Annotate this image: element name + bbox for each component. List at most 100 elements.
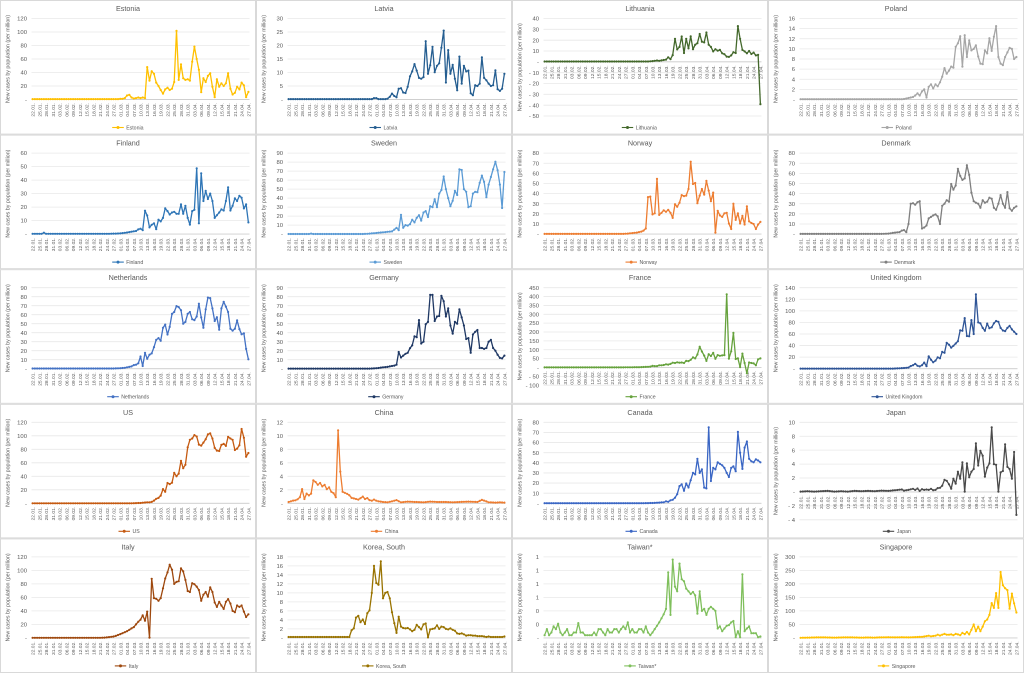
svg-text:90: 90 [276, 286, 283, 292]
svg-text:Estonia: Estonia [126, 125, 143, 131]
svg-text:06.04.: 06.04. [455, 641, 461, 655]
svg-text:10: 10 [276, 591, 283, 597]
svg-text:25.03.: 25.03. [428, 103, 434, 117]
svg-text:12.02.: 12.02. [846, 103, 852, 117]
svg-text:25.03.: 25.03. [940, 372, 946, 386]
svg-text:18.02.: 18.02. [859, 238, 865, 252]
svg-text:120: 120 [17, 420, 28, 426]
svg-text:18.02.: 18.02. [347, 641, 353, 655]
svg-text:21.02.: 21.02. [354, 238, 360, 252]
svg-text:40: 40 [276, 196, 283, 202]
svg-text:27.04.: 27.04. [502, 238, 508, 252]
svg-text:25.01.: 25.01. [805, 103, 811, 117]
svg-text:03.02.: 03.02. [570, 371, 576, 385]
svg-text:60: 60 [20, 313, 27, 319]
svg-text:24.04.: 24.04. [752, 371, 758, 385]
svg-text:15.04.: 15.04. [987, 495, 993, 509]
svg-text:Finland: Finland [116, 139, 140, 148]
svg-text:Japan: Japan [886, 408, 906, 417]
svg-text:0: 0 [536, 609, 540, 615]
svg-text:24.02.: 24.02. [873, 103, 879, 117]
svg-text:12.04.: 12.04. [725, 65, 731, 79]
svg-text:09.02.: 09.02. [839, 372, 845, 386]
svg-text:09.02.: 09.02. [71, 507, 77, 521]
svg-text:09.04.: 09.04. [462, 103, 468, 117]
svg-text:400: 400 [529, 295, 540, 301]
svg-text:New cases by population (per m: New cases by population (per million) [518, 292, 524, 380]
svg-text:15.04.: 15.04. [987, 372, 993, 386]
svg-text:21.02.: 21.02. [98, 372, 104, 386]
svg-text:25.03.: 25.03. [428, 507, 434, 521]
svg-text:13.03.: 13.03. [401, 372, 407, 386]
svg-text:18.04.: 18.04. [738, 65, 744, 79]
svg-text:09.04.: 09.04. [718, 371, 724, 385]
svg-text:09.02.: 09.02. [583, 238, 589, 252]
svg-text:07.03.: 07.03. [388, 103, 394, 117]
svg-text:21.04.: 21.04. [233, 238, 239, 252]
svg-text:60: 60 [532, 171, 539, 177]
svg-text:12.04.: 12.04. [981, 103, 987, 117]
svg-text:03.04.: 03.04. [704, 641, 710, 655]
svg-text:20: 20 [20, 205, 27, 211]
svg-text:15.02.: 15.02. [85, 641, 91, 655]
svg-text:6: 6 [792, 67, 796, 73]
svg-text:2: 2 [792, 476, 795, 482]
svg-text:13.03.: 13.03. [657, 238, 663, 252]
svg-text:22.01.: 22.01. [31, 641, 37, 655]
svg-text:15.02.: 15.02. [341, 641, 347, 655]
svg-text:25.01.: 25.01. [37, 372, 43, 386]
svg-text:27.04.: 27.04. [1014, 372, 1020, 386]
svg-text:01.03.: 01.03. [118, 238, 124, 252]
svg-text:06.02.: 06.02. [832, 641, 838, 655]
svg-text:25.01.: 25.01. [805, 641, 811, 655]
svg-text:80: 80 [20, 44, 27, 50]
svg-text:09.02.: 09.02. [327, 641, 333, 655]
svg-text:28.03.: 28.03. [179, 507, 185, 521]
svg-text:12.04.: 12.04. [469, 507, 475, 521]
svg-text:27.02.: 27.02. [112, 507, 118, 521]
svg-text:13.03.: 13.03. [657, 65, 663, 79]
svg-text:10: 10 [532, 49, 539, 55]
svg-text:27.02.: 27.02. [880, 238, 886, 252]
svg-text:28.03.: 28.03. [435, 507, 441, 521]
svg-text:20: 20 [20, 349, 27, 355]
svg-text:28.01.: 28.01. [812, 495, 818, 509]
svg-text:27.02.: 27.02. [368, 372, 374, 386]
svg-text:12.02.: 12.02. [590, 507, 596, 521]
svg-text:1: 1 [536, 596, 539, 602]
svg-text:31.01.: 31.01. [51, 238, 57, 252]
svg-text:28.03.: 28.03. [691, 65, 697, 79]
svg-text:15.02.: 15.02. [341, 507, 347, 521]
svg-text:27.02.: 27.02. [624, 238, 630, 252]
svg-text:19.03.: 19.03. [671, 65, 677, 79]
svg-text:06.02.: 06.02. [576, 65, 582, 79]
svg-text:10.03.: 10.03. [139, 238, 145, 252]
svg-text:21.02.: 21.02. [98, 507, 104, 521]
svg-text:09.04.: 09.04. [462, 238, 468, 252]
svg-text:New cases by population (per m: New cases by population (per million) [774, 284, 780, 372]
svg-text:18.04.: 18.04. [738, 238, 744, 252]
svg-text:15.04.: 15.04. [731, 507, 737, 521]
svg-text:13.03.: 13.03. [657, 371, 663, 385]
svg-text:19.03.: 19.03. [415, 641, 421, 655]
svg-text:06.02.: 06.02. [832, 238, 838, 252]
svg-text:24.02.: 24.02. [617, 507, 623, 521]
svg-text:6: 6 [280, 461, 284, 467]
svg-text:31.01.: 31.01. [819, 238, 825, 252]
svg-text:01.03.: 01.03. [886, 372, 892, 386]
svg-text:19.03.: 19.03. [671, 641, 677, 655]
svg-text:10: 10 [276, 434, 283, 440]
svg-text:Netherlands: Netherlands [121, 395, 149, 401]
svg-text:24.02.: 24.02. [873, 495, 879, 509]
svg-text:25.03.: 25.03. [940, 641, 946, 655]
svg-text:06.02.: 06.02. [64, 238, 70, 252]
svg-text:12.02.: 12.02. [590, 238, 596, 252]
svg-text:22.03.: 22.03. [677, 65, 683, 79]
svg-text:24.04.: 24.04. [1008, 641, 1014, 655]
svg-text:09.04.: 09.04. [462, 372, 468, 386]
svg-text:28.03.: 28.03. [691, 641, 697, 655]
svg-text:New cases by population (per m: New cases by population (per million) [518, 419, 524, 507]
svg-text:12.02.: 12.02. [78, 372, 84, 386]
svg-text:28.01.: 28.01. [556, 238, 562, 252]
svg-text:27.04.: 27.04. [502, 372, 508, 386]
